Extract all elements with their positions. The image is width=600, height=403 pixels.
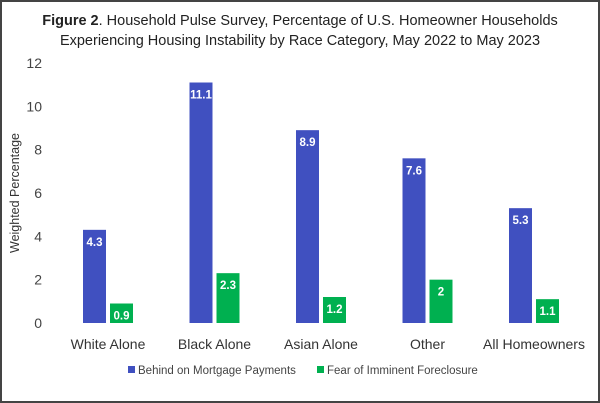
bar-data-label: 5.3 (513, 215, 529, 227)
legend-swatch (128, 366, 135, 373)
bar-fear-of-foreclosure (216, 273, 240, 323)
chart-title-line1: Figure 2. Household Pulse Survey, Percen… (42, 13, 558, 29)
bar-data-label: 1.1 (540, 306, 557, 318)
bar-data-label: 11.1 (190, 90, 212, 102)
y-axis-label: Weighted Percentage (8, 133, 22, 253)
title-rest: . Household Pulse Survey, Percentage of … (99, 13, 558, 29)
bar-behind-on-payments (296, 130, 319, 323)
x-tick-label: Black Alone (178, 336, 251, 352)
bar-fear-of-foreclosure (323, 297, 346, 323)
y-tick-label: 4 (34, 228, 42, 244)
y-tick-label: 6 (34, 185, 42, 201)
y-tick-label: 10 (26, 98, 42, 114)
bar-data-label: 0.9 (114, 311, 130, 323)
bar-data-label: 7.6 (406, 165, 422, 177)
chart-title-line2: Experiencing Housing Instability by Race… (60, 33, 540, 49)
bar-behind-on-payments (402, 158, 426, 323)
bar-behind-on-payments (189, 82, 213, 323)
x-tick-label: Asian Alone (284, 336, 358, 352)
x-tick-label: White Alone (71, 336, 146, 352)
y-tick-label: 12 (26, 55, 42, 71)
y-tick-label: 8 (34, 142, 42, 158)
bar-fear-of-foreclosure (429, 279, 453, 323)
legend-label: Behind on Mortgage Payments (138, 365, 296, 377)
x-tick-label: All Homeowners (483, 336, 585, 352)
y-tick-label: 0 (34, 315, 42, 331)
bar-data-label: 2 (438, 287, 444, 299)
bar-fear-of-foreclosure (110, 303, 133, 323)
bar-data-label: 1.2 (327, 304, 343, 316)
title-bold: Figure 2 (42, 13, 98, 29)
x-tick-label: Other (410, 336, 445, 352)
bar-data-label: 2.3 (220, 280, 236, 292)
bar-fear-of-foreclosure (536, 299, 559, 323)
legend-swatch (317, 366, 324, 373)
bar-behind-on-payments (83, 229, 106, 323)
bar-data-label: 8.9 (300, 137, 316, 149)
legend-label: Fear of Imminent Foreclosure (327, 365, 478, 377)
bar-data-label: 4.3 (87, 237, 103, 249)
y-tick-label: 2 (34, 272, 42, 288)
bar-behind-on-payments (509, 208, 532, 323)
